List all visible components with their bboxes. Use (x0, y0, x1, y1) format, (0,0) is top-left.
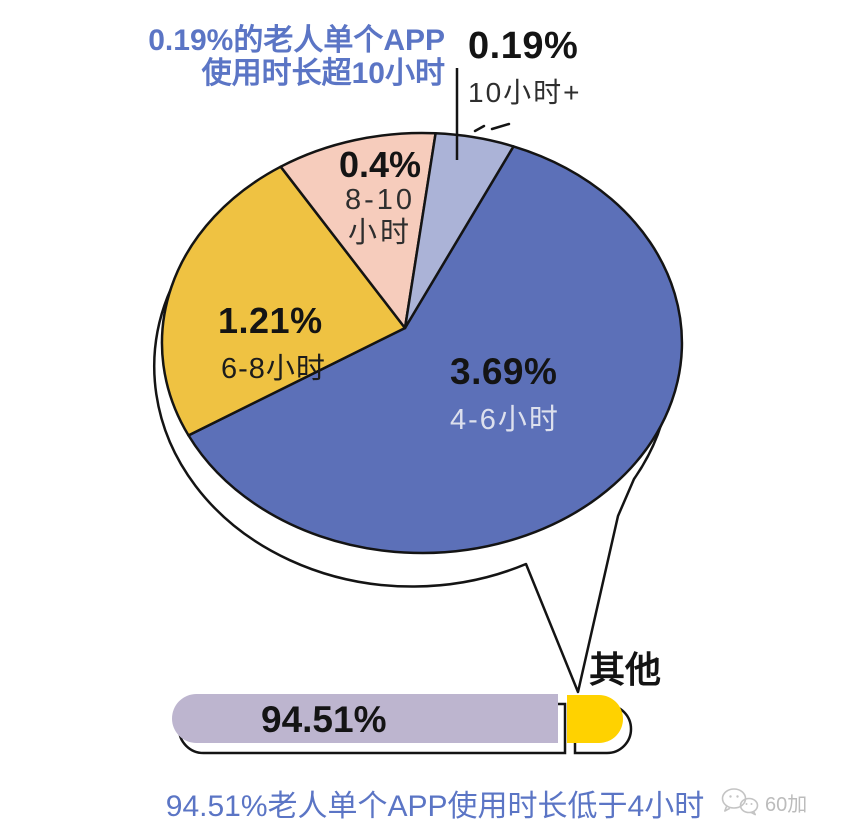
label-4-6h-name: 4-6小时 (450, 404, 560, 436)
label-8-10h: 0.4% 8-10 小时 (310, 146, 450, 250)
annotation-top-line2: 使用时长超10小时 (201, 57, 445, 90)
sketch-dash-icon (490, 122, 511, 131)
annotation-top: 0.19%的老人单个APP 使用时长超10小时 (125, 24, 445, 90)
caption: 94.51%老人单个APP使用时长低于4小时 (165, 790, 705, 823)
label-other: 其他 (589, 649, 662, 690)
label-10h-plus-name: 10小时+ (468, 77, 582, 108)
label-10h-plus-percent: 0.19% (468, 25, 579, 67)
bar-percent-label: 94.51% (261, 699, 387, 740)
label-4-6h-percent: 3.69% (450, 351, 558, 392)
bar-fill-94 (171, 694, 558, 743)
sketch-dash-icon (473, 124, 486, 133)
label-6-8h-name: 6-8小时 (221, 353, 326, 385)
pie-slice-6-8h (160, 165, 407, 437)
pie-slice-4-6h (187, 145, 684, 555)
label-6-8h-percent: 1.21% (218, 300, 323, 341)
watermark-text: 60加 (765, 793, 808, 816)
wechat-icon (721, 788, 759, 816)
label-8-10h-name-line1: 8-10 (344, 184, 416, 216)
pie-slice-8-10h (279, 131, 437, 330)
pie-slice-10h-plus (403, 132, 515, 330)
watermark: 60加 (720, 787, 807, 817)
label-8-10h-percent: 0.4% (338, 144, 422, 185)
bar-tip-other (567, 695, 623, 743)
annotation-top-line1: 0.19%的老人单个APP (148, 24, 445, 57)
label-8-10h-name-line2: 小时 (347, 217, 412, 249)
